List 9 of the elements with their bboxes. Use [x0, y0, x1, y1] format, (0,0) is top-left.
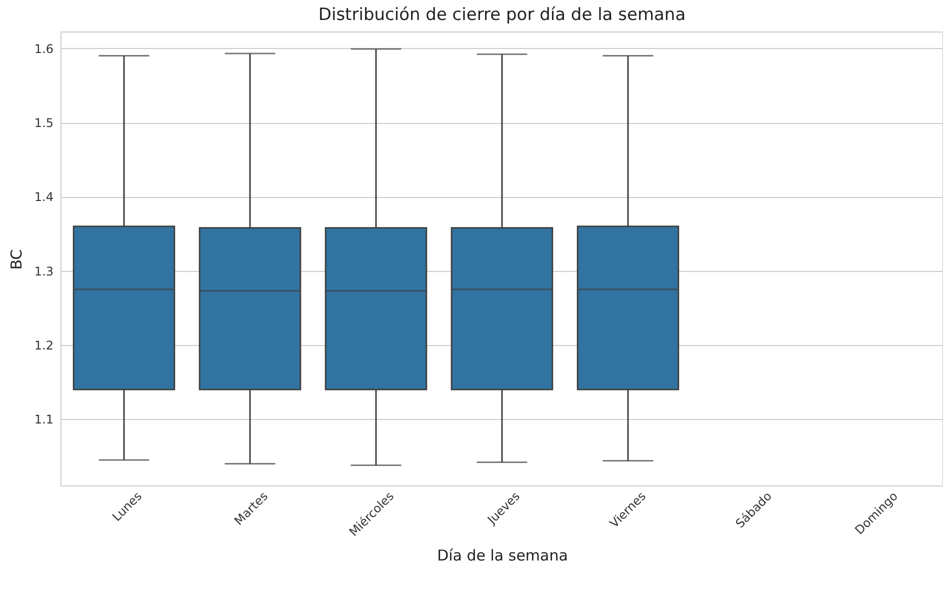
chart-title: Distribución de cierre por día de la semana: [318, 5, 686, 25]
y-tick-label: 1.1: [34, 412, 54, 427]
y-tick-label: 1.3: [34, 264, 54, 278]
y-tick-label: 1.6: [34, 42, 54, 56]
y-axis-title: BC: [7, 249, 26, 270]
y-tick-label: 1.2: [34, 338, 54, 353]
y-tick-label: 1.4: [34, 190, 54, 204]
y-tick-label: 1.5: [34, 116, 54, 130]
x-axis-title: Día de la semana: [437, 546, 568, 564]
